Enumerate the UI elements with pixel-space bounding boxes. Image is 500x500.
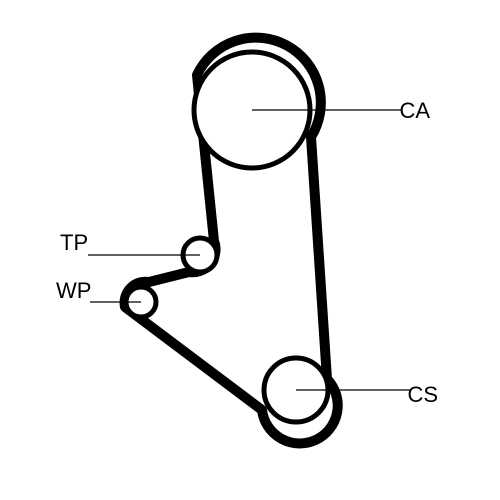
label-ca: CA: [399, 98, 430, 123]
label-tp: TP: [60, 230, 88, 255]
belt-routing-diagram: CA TP WP CS: [0, 0, 500, 500]
label-cs: CS: [407, 382, 438, 407]
label-wp: WP: [56, 278, 91, 303]
